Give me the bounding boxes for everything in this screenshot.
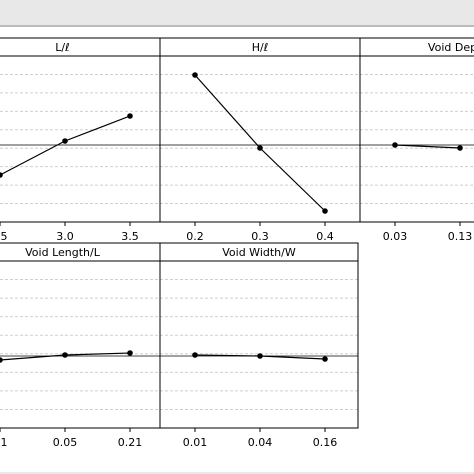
x-tick-label: 0.04 — [248, 436, 273, 449]
effect-point — [457, 145, 463, 151]
panel-title: Void Width/W — [222, 246, 296, 259]
x-tick-label: 0.3 — [251, 230, 269, 243]
x-tick-label: 0.13 — [448, 230, 473, 243]
effect-point — [62, 138, 68, 144]
x-tick-label: 0.03 — [383, 230, 408, 243]
x-tick-label: 0.21 — [118, 436, 143, 449]
x-tick-label: 1 — [1, 436, 8, 449]
effect-point — [192, 352, 198, 358]
x-tick-label: 3.0 — [56, 230, 74, 243]
panel-header — [0, 37, 161, 57]
panel-frame — [159, 260, 359, 429]
panel-title: H/ℓ — [252, 41, 269, 54]
effect-point — [62, 352, 68, 358]
effect-point — [322, 356, 328, 362]
panel-title: Void Length/L — [25, 246, 101, 259]
effect-point — [0, 357, 3, 363]
effect-point — [257, 145, 263, 151]
x-tick-label: 0.4 — [316, 230, 334, 243]
panel-title: L/ℓ — [55, 41, 69, 54]
x-tick-label: 0.01 — [183, 436, 208, 449]
x-tick-label: 0.05 — [53, 436, 78, 449]
effect-point — [322, 208, 328, 214]
effect-point — [0, 172, 3, 178]
x-tick-label: 0.16 — [313, 436, 338, 449]
panel-title: Void Depth/ — [428, 41, 474, 54]
effect-point — [392, 142, 398, 148]
effect-point — [257, 353, 263, 359]
x-tick-label: 5 — [1, 230, 8, 243]
x-tick-label: 3.5 — [121, 230, 139, 243]
effect-point — [192, 72, 198, 78]
effect-line — [394, 144, 461, 149]
effect-point — [127, 113, 133, 119]
x-tick-label: 0.2 — [186, 230, 204, 243]
effect-point — [127, 350, 133, 356]
